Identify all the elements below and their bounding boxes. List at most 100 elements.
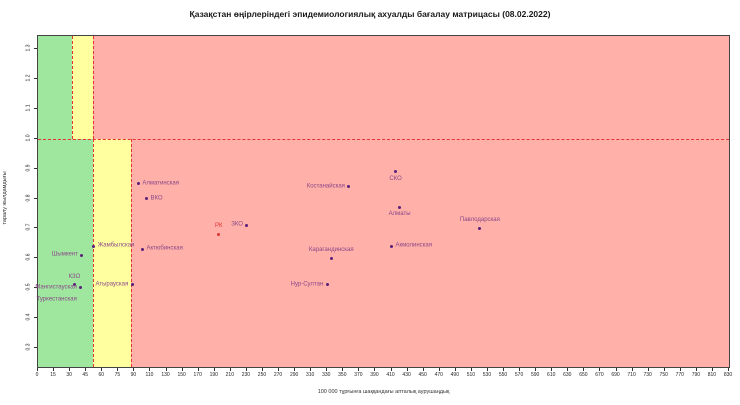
y-tick-label: 0.4	[25, 313, 32, 321]
data-point-Костанайская	[347, 185, 351, 189]
y-tick-label: 0.5	[25, 283, 32, 291]
x-tick-mark	[486, 368, 488, 371]
data-point-Шымкент	[80, 253, 84, 257]
x-tick-mark	[326, 368, 328, 371]
data-label-Алматы: Алматы	[388, 211, 411, 218]
data-label-Атырауская: Атырауская	[95, 281, 129, 288]
rt-threshold-line	[38, 138, 729, 140]
data-point-Алматы	[398, 205, 402, 209]
y-axis-label: таралу жылдамдығы	[2, 171, 8, 225]
x-tick-mark	[615, 368, 617, 371]
data-label-Туркестанская: Туркестанская	[36, 296, 77, 303]
data-point-Актюбинская	[140, 247, 144, 251]
data-label-Карагандинская: Карагандинская	[308, 247, 354, 254]
y-axis: 0.3 0.4 0.5 0.6 0.7 0.8 0.9 1.0 1.1 1.2 1.3	[20, 35, 37, 368]
y-tick-label: 0.7	[25, 223, 32, 231]
zone-boundary-lower-1	[131, 138, 133, 367]
y-tick-label: 1.3	[25, 44, 32, 52]
data-point-Мангистауская	[79, 286, 83, 290]
x-tick-label: 90	[130, 372, 137, 378]
data-label-Алматинская: Алматинская	[142, 180, 180, 187]
y-tick-label: 0.8	[25, 194, 32, 201]
data-point-Нур-Султан	[325, 283, 329, 287]
x-tick-label: 730	[643, 372, 652, 378]
data-label-Павлодарская: Павлодарская	[459, 217, 500, 224]
x-tick-label: 830	[723, 372, 733, 378]
x-tick-label: 510	[466, 372, 476, 378]
x-tick-label: 450	[418, 372, 427, 378]
data-point-РК	[217, 232, 221, 236]
x-tick-label: 790	[691, 372, 701, 378]
x-tick-mark	[663, 368, 665, 371]
zone-upper-yellow	[72, 36, 93, 139]
x-tick-label: 410	[386, 372, 395, 378]
data-label-ВКО: ВКО	[150, 195, 163, 202]
y-tick-label: 1.1	[25, 104, 32, 112]
x-tick-label: 610	[547, 372, 556, 378]
x-tick-mark	[583, 368, 585, 371]
x-tick-label: 670	[595, 372, 604, 378]
x-tick-label: 150	[177, 372, 186, 378]
x-tick-label: 590	[530, 372, 540, 378]
y-tick-mark	[34, 167, 37, 169]
x-tick-label: 75	[114, 372, 121, 378]
y-tick-mark	[34, 48, 37, 50]
x-tick-label: 30	[66, 372, 72, 378]
x-tick-mark	[37, 368, 38, 371]
y-tick-label: 1.0	[25, 134, 32, 142]
x-tick-label: 110	[145, 372, 154, 378]
x-tick-mark	[695, 368, 697, 371]
x-tick-mark	[261, 368, 263, 371]
x-tick-mark	[390, 368, 392, 371]
x-tick-label: 470	[434, 372, 443, 378]
data-label-Нур-Султан: Нур-Султан	[290, 281, 324, 288]
x-axis-label: 100 000 тұрғынға шаққандағы апталық ауру…	[317, 389, 450, 395]
x-tick-label: 15	[50, 372, 56, 378]
y-tick-mark	[34, 197, 37, 199]
chart-title: Қазақстан өңірлеріндегі эпидемиологиялық…	[189, 9, 551, 19]
data-point-Карагандинская	[329, 256, 333, 260]
x-tick-mark	[551, 368, 553, 371]
y-tick-mark	[34, 78, 37, 80]
data-label-КЗО: КЗО	[68, 273, 81, 280]
data-label-Жамбылская: Жамбылская	[97, 242, 135, 249]
x-tick-mark	[101, 368, 103, 371]
x-tick-label: 310	[306, 372, 315, 378]
x-tick-mark	[519, 368, 521, 371]
x-tick-mark	[69, 368, 71, 371]
x-tick-mark	[711, 368, 713, 371]
x-tick-mark	[165, 368, 167, 371]
x-tick-mark	[213, 368, 215, 371]
x-tick-label: 230	[241, 372, 251, 378]
data-label-Актюбинская: Актюбинская	[146, 245, 183, 252]
x-tick-mark	[567, 368, 569, 371]
x-tick-label: 750	[659, 372, 668, 378]
y-tick-mark	[34, 227, 37, 229]
y-tick-mark	[34, 286, 37, 288]
zone-boundary-lower-0	[92, 138, 94, 367]
x-tick-label: 210	[225, 372, 234, 378]
x-axis: 0 15 30 45 60 75 90 110 130 150 170 190 210 230 250 270…	[36, 368, 733, 382]
x-tick-mark	[310, 368, 312, 371]
x-tick-mark	[374, 368, 376, 371]
x-tick-label: 810	[707, 372, 717, 378]
x-tick-mark	[438, 368, 440, 371]
y-tick-mark	[34, 137, 37, 139]
x-tick-mark	[149, 368, 151, 371]
y-tick-label: 1.2	[25, 74, 32, 82]
zone-lower-green	[38, 138, 93, 367]
data-point-СКО	[394, 170, 398, 174]
x-tick-mark	[229, 368, 231, 371]
data-point-Павлодарская	[478, 226, 482, 230]
x-tick-label: 430	[402, 372, 411, 378]
y-tick-mark	[34, 316, 37, 318]
y-tick-mark	[34, 108, 37, 110]
data-point-ВКО	[144, 197, 148, 201]
x-tick-mark	[599, 368, 601, 371]
data-label-ЗКО: ЗКО	[231, 221, 243, 228]
x-tick-mark	[647, 368, 649, 371]
x-tick-mark	[133, 368, 135, 371]
zone-boundary-upper-1	[92, 36, 94, 139]
y-tick-mark	[34, 257, 37, 259]
